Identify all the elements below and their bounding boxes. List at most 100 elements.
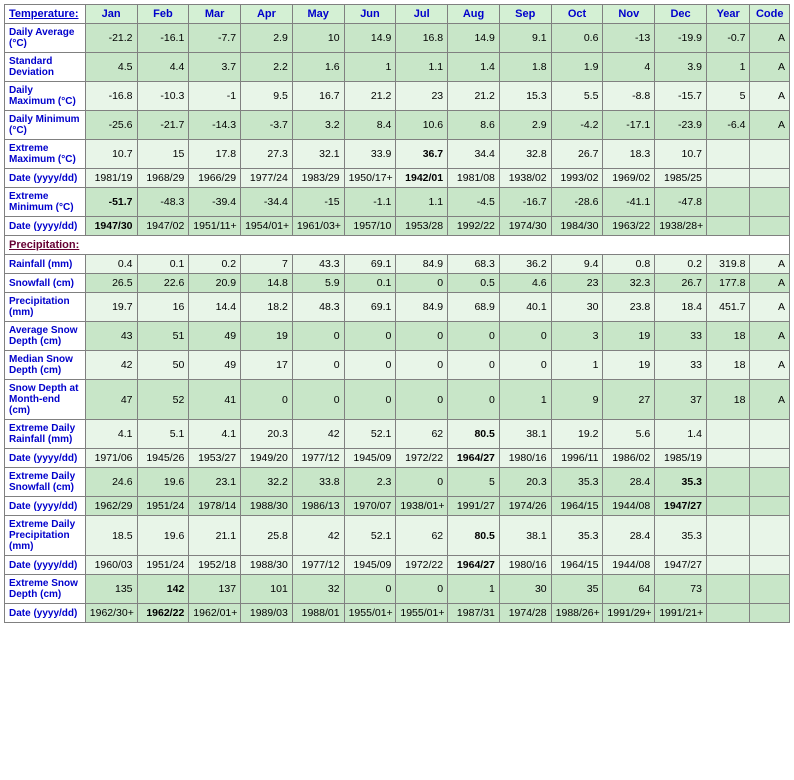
data-cell: 1944/08 xyxy=(603,497,655,516)
data-cell: -48.3 xyxy=(137,188,189,217)
data-cell: 1945/09 xyxy=(344,449,396,468)
col-apr: Apr xyxy=(241,5,293,24)
data-cell: 2.3 xyxy=(344,468,396,497)
data-cell: 28.4 xyxy=(603,516,655,556)
data-cell: 0.4 xyxy=(85,255,137,274)
data-cell xyxy=(750,169,790,188)
data-cell: 1938/01+ xyxy=(396,497,448,516)
data-cell: 2.2 xyxy=(241,53,293,82)
section-precipitation: Precipitation: xyxy=(5,236,790,255)
data-cell xyxy=(750,468,790,497)
data-cell: -17.1 xyxy=(603,111,655,140)
data-cell: 0 xyxy=(396,575,448,604)
data-cell: 1974/28 xyxy=(499,604,551,623)
table-row: Date (yyyy/dd)1947/301947/021951/11+1954… xyxy=(5,217,790,236)
table-row: Extreme Snow Depth (cm)13514213710132001… xyxy=(5,575,790,604)
data-cell: 1991/29+ xyxy=(603,604,655,623)
data-cell: 0.6 xyxy=(551,24,603,53)
data-cell: 32 xyxy=(292,575,344,604)
data-cell: -4.2 xyxy=(551,111,603,140)
col-aug: Aug xyxy=(448,5,500,24)
row-label: Date (yyyy/dd) xyxy=(5,556,86,575)
data-cell: 19 xyxy=(603,322,655,351)
data-cell: 18.3 xyxy=(603,140,655,169)
data-cell: 23 xyxy=(396,82,448,111)
data-cell: 68.9 xyxy=(448,293,500,322)
data-cell xyxy=(750,604,790,623)
data-cell: 1964/15 xyxy=(551,497,603,516)
data-cell: 68.3 xyxy=(448,255,500,274)
data-cell: 26.7 xyxy=(551,140,603,169)
data-cell: 1953/28 xyxy=(396,217,448,236)
data-cell: 25.8 xyxy=(241,516,293,556)
data-cell: 451.7 xyxy=(706,293,749,322)
data-cell: 1951/24 xyxy=(137,556,189,575)
data-cell: 9.4 xyxy=(551,255,603,274)
data-cell: 84.9 xyxy=(396,255,448,274)
data-cell xyxy=(706,468,749,497)
data-cell: 1971/06 xyxy=(85,449,137,468)
data-cell: 50 xyxy=(137,351,189,380)
data-cell: 2.9 xyxy=(241,24,293,53)
data-cell xyxy=(706,169,749,188)
data-cell xyxy=(706,188,749,217)
data-cell: 142 xyxy=(137,575,189,604)
data-cell xyxy=(706,556,749,575)
data-cell: 1977/12 xyxy=(292,449,344,468)
data-cell: 1966/29 xyxy=(189,169,241,188)
data-cell: 42 xyxy=(85,351,137,380)
row-label: Date (yyyy/dd) xyxy=(5,217,86,236)
data-cell: 18 xyxy=(706,380,749,420)
data-cell: 1944/08 xyxy=(603,556,655,575)
data-cell: 9.5 xyxy=(241,82,293,111)
data-cell: 0 xyxy=(344,322,396,351)
data-cell: 34.4 xyxy=(448,140,500,169)
data-cell: 1972/22 xyxy=(396,556,448,575)
data-cell: A xyxy=(750,24,790,53)
row-label: Extreme Daily Snowfall (cm) xyxy=(5,468,86,497)
data-cell: 32.3 xyxy=(603,274,655,293)
data-cell: 5.1 xyxy=(137,420,189,449)
data-cell: 1.4 xyxy=(655,420,707,449)
data-cell: 17 xyxy=(241,351,293,380)
data-cell: 177.8 xyxy=(706,274,749,293)
data-cell: A xyxy=(750,351,790,380)
data-cell: 0 xyxy=(448,322,500,351)
data-cell: 15.3 xyxy=(499,82,551,111)
data-cell: 1986/02 xyxy=(603,449,655,468)
data-cell: 47 xyxy=(85,380,137,420)
data-cell: 1.9 xyxy=(551,53,603,82)
table-row: Precipitation (mm)19.71614.418.248.369.1… xyxy=(5,293,790,322)
data-cell: 1951/24 xyxy=(137,497,189,516)
data-cell: 1988/26+ xyxy=(551,604,603,623)
data-cell: 1985/25 xyxy=(655,169,707,188)
data-cell: 0 xyxy=(499,351,551,380)
data-cell: 26.5 xyxy=(85,274,137,293)
data-cell: 52.1 xyxy=(344,420,396,449)
table-row: Daily Average (°C)-21.2-16.1-7.72.91014.… xyxy=(5,24,790,53)
data-cell: 1968/29 xyxy=(137,169,189,188)
data-cell: 1 xyxy=(448,575,500,604)
data-cell: -28.6 xyxy=(551,188,603,217)
data-cell: 62 xyxy=(396,516,448,556)
row-label: Date (yyyy/dd) xyxy=(5,497,86,516)
table-row: Date (yyyy/dd)1962/30+1962/221962/01+198… xyxy=(5,604,790,623)
data-cell: 1.8 xyxy=(499,53,551,82)
table-row: Median Snow Depth (cm)425049170000011933… xyxy=(5,351,790,380)
data-cell: 1977/24 xyxy=(241,169,293,188)
data-cell: 1985/19 xyxy=(655,449,707,468)
data-cell: 1991/27 xyxy=(448,497,500,516)
temperature-body: Daily Average (°C)-21.2-16.1-7.72.91014.… xyxy=(5,24,790,236)
data-cell: -7.7 xyxy=(189,24,241,53)
data-cell: 23.8 xyxy=(603,293,655,322)
data-cell: 1951/11+ xyxy=(189,217,241,236)
data-cell: 0 xyxy=(448,380,500,420)
data-cell: 23 xyxy=(551,274,603,293)
data-cell: 14.9 xyxy=(344,24,396,53)
table-row: Snowfall (cm)26.522.620.914.85.90.100.54… xyxy=(5,274,790,293)
data-cell: 0.2 xyxy=(189,255,241,274)
table-row: Extreme Maximum (°C)10.71517.827.332.133… xyxy=(5,140,790,169)
data-cell: 30 xyxy=(499,575,551,604)
section-temperature: Temperature: xyxy=(5,5,86,24)
data-cell: A xyxy=(750,53,790,82)
